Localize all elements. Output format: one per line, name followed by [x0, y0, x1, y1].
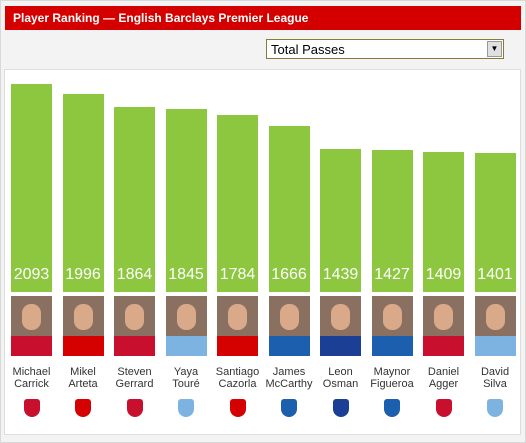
player-shirt: [268, 336, 310, 356]
player-shirt: [474, 336, 516, 356]
value-label: 1427: [374, 266, 410, 283]
player-face: [279, 304, 299, 330]
value-label: 1409: [425, 266, 462, 283]
bar: [114, 106, 155, 292]
player-name: David Silva: [480, 366, 510, 390]
player-name: Leon Osman: [322, 366, 359, 390]
player-face: [73, 304, 93, 330]
bar: [62, 93, 104, 292]
player-name: Santiago Cazorla: [215, 366, 260, 390]
player-face: [125, 304, 144, 330]
player-name: Michael Carrick: [12, 366, 51, 390]
club-logo: [435, 399, 452, 417]
player-shirt: [114, 336, 155, 356]
player-face: [22, 304, 41, 330]
bar: [371, 150, 413, 292]
club-logo: [75, 399, 91, 417]
dropdown-arrow[interactable]: ▼: [487, 41, 502, 57]
value-label: 1864: [116, 266, 153, 283]
player-shirt: [423, 336, 464, 356]
bar: [217, 114, 258, 292]
player-shirt: [62, 336, 104, 356]
player-name: Maynor Figueroa: [370, 366, 414, 390]
player-photo: [423, 296, 464, 356]
club-logo: [229, 399, 246, 417]
player-photo: [114, 296, 155, 356]
player-face: [434, 304, 453, 330]
player-face: [331, 304, 350, 330]
bar: [423, 151, 464, 292]
value-label: 1784: [219, 266, 256, 283]
player-name: James McCarthy: [265, 366, 313, 390]
dropdown-value: Total Passes: [271, 42, 345, 57]
player-face: [228, 304, 247, 330]
player-photo: [474, 296, 516, 356]
value-label: 1996: [65, 266, 101, 283]
value-label: 1401: [477, 266, 513, 283]
value-label: 1666: [271, 266, 307, 283]
player-name: Daniel Agger: [427, 366, 460, 390]
value-label: 1845: [168, 266, 204, 283]
player-face: [485, 304, 505, 330]
value-label: 1439: [322, 266, 359, 283]
player-name: Yaya Touré: [172, 366, 200, 390]
club-logo: [332, 399, 349, 417]
header-title: Player Ranking — English Barclays Premie…: [5, 6, 521, 30]
player-shirt: [217, 336, 258, 356]
chart-panel: 2093 Michael Carrick 1996 Mikel Arteta 1864 S…: [4, 69, 521, 435]
player-name: Steven Gerrard: [115, 366, 154, 390]
player-photo: [217, 296, 258, 356]
club-logo: [281, 399, 297, 417]
player-photo: [320, 296, 361, 356]
player-shirt: [371, 336, 413, 356]
club-logo: [126, 399, 143, 417]
player-face: [382, 304, 402, 330]
player-photo: [268, 296, 310, 356]
player-shirt: [320, 336, 361, 356]
value-label: 2093: [13, 266, 50, 283]
club-logo: [178, 399, 194, 417]
metric-dropdown[interactable]: Total Passes ▼: [266, 39, 504, 59]
player-photo: [11, 296, 52, 356]
bar: [320, 148, 361, 292]
player-shirt: [165, 336, 207, 356]
bar: [268, 126, 310, 292]
player-photo: [371, 296, 413, 356]
player-name: Mikel Arteta: [68, 366, 98, 390]
club-logo: [487, 399, 503, 417]
player-photo: [165, 296, 207, 356]
bar: [165, 108, 207, 292]
bar: [11, 84, 52, 292]
club-logo: [23, 399, 40, 417]
player-photo: [62, 296, 104, 356]
bar: [474, 152, 516, 292]
player-face: [176, 304, 196, 330]
player-shirt: [11, 336, 52, 356]
club-logo: [384, 399, 400, 417]
